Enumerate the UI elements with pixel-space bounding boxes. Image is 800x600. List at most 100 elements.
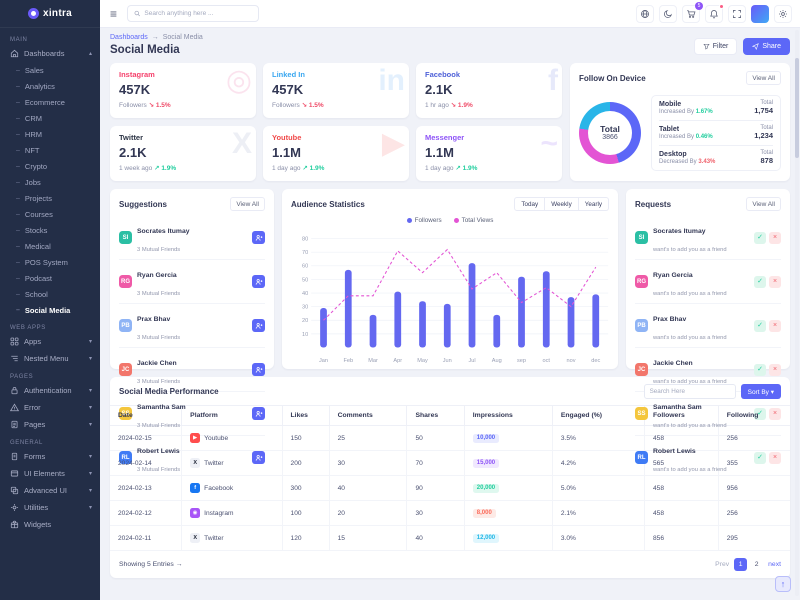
suggestions-view-all-button[interactable]: View All — [230, 197, 265, 211]
stat-card-youtube: ▶ Youtube 1.1M 1 day ago ↗ 1.9% — [263, 125, 409, 181]
sort-by-button[interactable]: Sort By ▾ — [740, 384, 781, 399]
sidebar-item-widgets[interactable]: Widgets — [0, 516, 100, 533]
sidebar-item-utilities[interactable]: Utilities ▾ — [0, 499, 100, 516]
page-scrollbar[interactable] — [795, 30, 799, 596]
sidebar-subitem-podcast[interactable]: – Podcast — [16, 273, 53, 283]
chevron-icon: ▾ — [88, 356, 92, 362]
sidebar-subitem-courses[interactable]: – Courses — [16, 209, 53, 219]
translate-button[interactable] — [636, 4, 654, 23]
add-friend-button[interactable] — [252, 231, 265, 244]
sidebar-item-error[interactable]: Error ▾ — [0, 399, 100, 416]
decline-request-button[interactable]: × — [769, 363, 781, 376]
pagination-prev[interactable]: Prev — [715, 561, 730, 568]
stat-card-linked-in: in Linked In 457K Followers ↘ 1.5% — [263, 63, 409, 118]
device-list: Mobile Increased By 1.67% Total 1,754 Tablet… — [651, 94, 781, 171]
sidebar-item-pages[interactable]: Pages ▾ — [0, 416, 100, 433]
cart-button[interactable]: 5 — [682, 1, 703, 23]
person-plus-icon — [255, 322, 262, 329]
profile-avatar[interactable] — [751, 4, 769, 23]
sidebar-subitem-nft[interactable]: – NFT — [16, 145, 40, 155]
sidebar-subitem-social-media[interactable]: – Social Media — [16, 305, 71, 315]
middle-row: Suggestions View All SI Socrates Itumay 3 … — [110, 189, 790, 473]
avatar: RG — [635, 275, 648, 288]
sidebar-subitem-crm[interactable]: – CRM — [16, 113, 42, 123]
logo[interactable]: xintra — [0, 0, 100, 28]
accept-request-button[interactable]: ✓ — [754, 231, 766, 244]
scrollbar-thumb[interactable] — [795, 58, 799, 158]
decline-request-button[interactable]: × — [769, 319, 781, 332]
cell-likes: 120 — [282, 525, 330, 551]
sidebar-subitem-jobs[interactable]: – Jobs — [16, 177, 41, 187]
requests-view-all-button[interactable]: View All — [746, 197, 781, 211]
accept-request-button[interactable]: ✓ — [754, 363, 766, 376]
notifications-button[interactable] — [705, 3, 724, 23]
range-today[interactable]: Today — [514, 197, 546, 211]
decline-request-button[interactable]: × — [769, 407, 781, 420]
person-plus-icon — [255, 278, 262, 285]
sidebar-item-dashboards[interactable]: Dashboards ▴ — [0, 45, 100, 62]
add-friend-button[interactable] — [252, 275, 265, 288]
audience-statistics-card: Audience Statistics Today Weekly Yearly Fo… — [282, 189, 618, 369]
page-actions: Filter Share — [693, 38, 790, 55]
sidebar-subitem-school[interactable]: – School — [16, 289, 48, 299]
sidebar-item-advanced-ui[interactable]: Advanced UI ▾ — [0, 482, 100, 499]
pagination-next[interactable]: next — [768, 561, 781, 568]
accept-request-button[interactable]: ✓ — [754, 319, 766, 332]
filter-button[interactable]: Filter — [693, 38, 738, 55]
decline-request-button[interactable]: × — [769, 231, 781, 244]
accept-request-button[interactable]: ✓ — [754, 451, 766, 464]
device-row-mobile: Mobile Increased By 1.67% Total 1,754 — [659, 96, 773, 121]
range-yearly[interactable]: Yearly — [578, 197, 609, 211]
global-search[interactable] — [127, 5, 260, 22]
legend-dot-icon — [406, 217, 412, 223]
sidebar-item-authentication[interactable]: Authentication ▾ — [0, 382, 100, 399]
chevron-icon: ▾ — [88, 405, 92, 411]
sidebar-subitem-sales[interactable]: – Sales — [16, 65, 44, 75]
breadcrumb-parent[interactable]: Dashboards — [110, 34, 148, 41]
page-header: Dashboards → Social Media Social Media F… — [110, 34, 790, 56]
add-friend-button[interactable] — [252, 319, 265, 332]
sidebar-subitem-crypto[interactable]: – Crypto — [16, 161, 47, 171]
sidebar-item-ui-elements[interactable]: UI Elements ▾ — [0, 465, 100, 482]
sidebar-item-forms[interactable]: Forms ▾ — [0, 448, 100, 465]
cell-following: 256 — [718, 425, 790, 451]
table-search-input[interactable] — [643, 384, 736, 399]
impressions-badge: 20,000 — [472, 483, 500, 493]
chevron-icon: ▾ — [88, 388, 92, 394]
sidebar-subitem-stocks[interactable]: – Stocks — [16, 225, 48, 235]
decline-request-button[interactable]: × — [769, 451, 781, 464]
sidebar-subitem-medical[interactable]: – Medical — [16, 241, 51, 251]
pagination-page-1[interactable]: 1 — [734, 558, 748, 571]
add-friend-button[interactable] — [252, 363, 265, 376]
add-friend-button[interactable] — [252, 451, 265, 464]
sidebar-section-label: WEB APPS — [10, 325, 46, 331]
sidebar-section-label: GENERAL — [10, 440, 43, 446]
dark-mode-button[interactable] — [659, 4, 677, 23]
svg-text:40: 40 — [302, 291, 308, 297]
sidebar-subitem-ecommerce[interactable]: – Ecommerce — [16, 97, 65, 107]
settings-button[interactable] — [774, 4, 792, 23]
fullscreen-button[interactable] — [728, 4, 746, 23]
add-friend-button[interactable] — [252, 407, 265, 420]
avatar: RL — [635, 451, 648, 464]
menu-toggle-icon[interactable]: ≡ — [110, 6, 118, 21]
accept-request-button[interactable]: ✓ — [754, 275, 766, 288]
svg-text:Jul: Jul — [468, 358, 475, 364]
search-input[interactable] — [144, 10, 253, 17]
range-weekly[interactable]: Weekly — [545, 197, 579, 211]
sidebar-subitem-hrm[interactable]: – HRM — [16, 129, 42, 139]
sidebar-subitem-analytics[interactable]: – Analytics — [16, 81, 55, 91]
sidebar-item-apps[interactable]: Apps ▾ — [0, 333, 100, 350]
table-title: Social Media Performance — [119, 387, 219, 396]
follow-view-all-button[interactable]: View All — [746, 71, 781, 85]
table-body: 2024-02-15 ▶ Youtube 150 25 50 10,000 3.5% 458 25… — [110, 425, 790, 551]
scroll-to-top-button[interactable]: ↑ — [775, 576, 791, 592]
request-row: SI Socrates Itumay want's to add you as a … — [635, 216, 781, 260]
share-button[interactable]: Share — [743, 38, 790, 55]
sidebar-subitem-pos-system[interactable]: – POS System — [16, 257, 68, 267]
sidebar-subitem-projects[interactable]: – Projects — [16, 193, 52, 203]
pagination-page-2[interactable]: 2 — [754, 561, 759, 568]
sidebar-item-nested-menu[interactable]: Nested Menu ▾ — [0, 350, 100, 367]
topbar: ≡ 5 — [100, 0, 800, 28]
decline-request-button[interactable]: × — [769, 275, 781, 288]
